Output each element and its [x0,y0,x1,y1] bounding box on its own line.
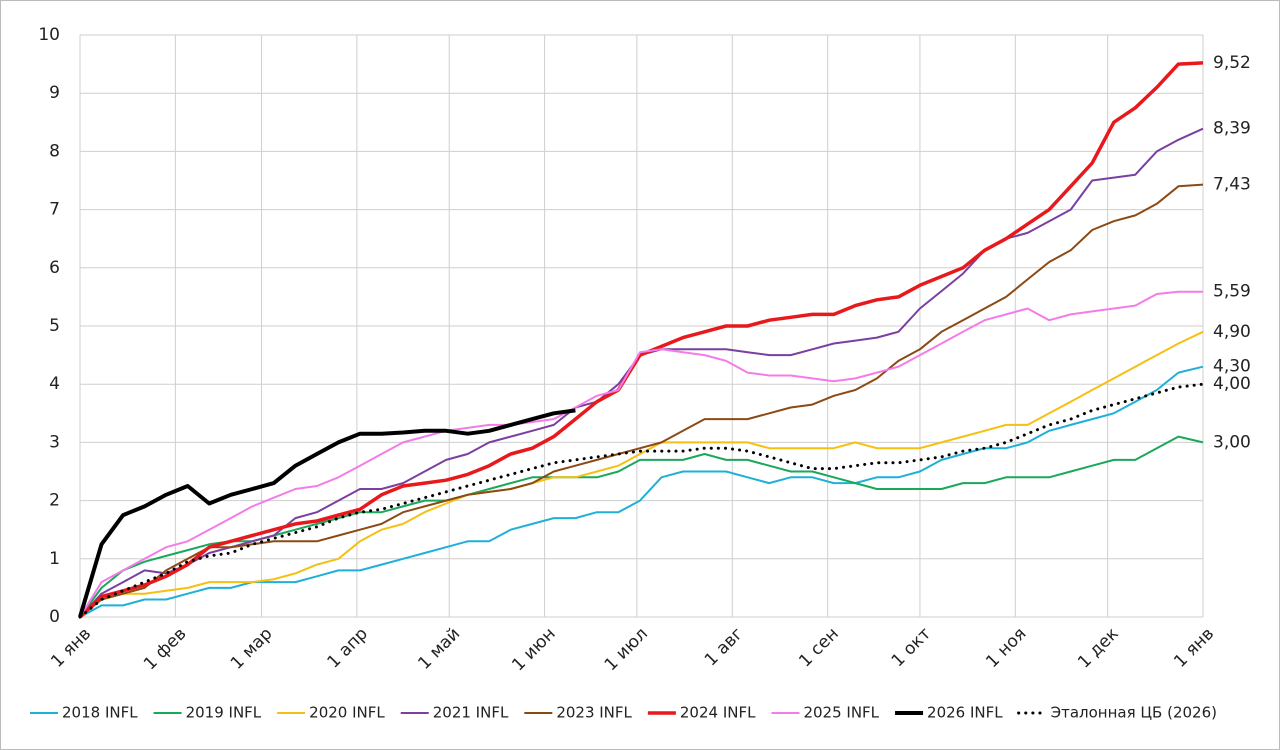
legend-label: Эталонная ЦБ (2026) [1051,704,1217,722]
legend-label: 2019 INFL [186,704,262,722]
y-tick-label: 10 [38,25,60,45]
series-line [78,382,1205,619]
end-label: 8,39 [1213,119,1251,139]
y-tick-label: 2 [49,491,60,511]
series-line [78,61,1204,619]
end-label: 4,90 [1213,322,1251,342]
y-tick-label: 4 [49,374,60,394]
series-line [79,183,1204,618]
legend-label: 2020 INFL [309,704,385,722]
y-tick-label: 7 [49,200,60,220]
series-line [79,330,1204,618]
y-tick-label: 5 [49,316,60,336]
series-line [79,365,1204,618]
y-tick-label: 6 [49,258,60,278]
legend-label: 2023 INFL [556,704,632,722]
end-label: 7,43 [1213,175,1251,195]
end-label: 4,00 [1213,374,1251,394]
legend-label: 2021 INFL [433,704,509,722]
end-label: 5,59 [1213,282,1251,302]
end-label: 9,52 [1213,53,1251,73]
y-tick-label: 0 [49,607,60,627]
end-label: 4,30 [1213,357,1251,377]
series-line [78,408,576,618]
legend-label: 2024 INFL [680,704,756,722]
end-label: 3,00 [1213,432,1251,452]
legend-label: 2026 INFL [927,704,1003,722]
y-tick-label: 9 [49,83,60,103]
lines [78,61,1205,619]
y-tick-label: 1 [49,549,60,569]
y-tick-label: 3 [49,432,60,452]
series-line [79,290,1203,618]
y-tick-label: 8 [49,141,60,161]
legend-label: 2025 INFL [803,704,879,722]
legend: 2018 INFL 2019 INFL 2020 INFL 2021 INFL 2023… [30,704,1217,722]
legend-label: 2018 INFL [62,704,138,722]
